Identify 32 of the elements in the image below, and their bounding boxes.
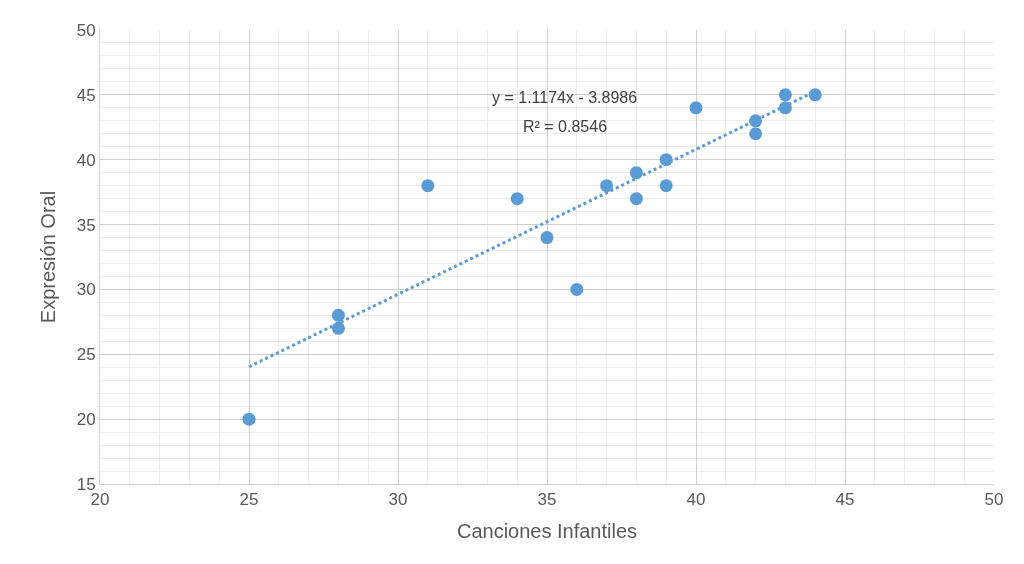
point xyxy=(778,88,792,102)
y-tick-label: 45 xyxy=(76,85,96,105)
x-tick-label: 40 xyxy=(686,490,706,510)
x-tick-label: 25 xyxy=(239,490,259,510)
point xyxy=(689,101,703,115)
y-tick-label: 25 xyxy=(76,345,96,365)
point xyxy=(510,192,524,206)
x-axis-title: Canciones Infantiles xyxy=(456,519,638,542)
point xyxy=(540,231,554,245)
y-tick-label: 20 xyxy=(76,410,96,430)
point xyxy=(659,179,673,193)
point xyxy=(629,166,643,180)
x-tick-label: 50 xyxy=(984,490,1004,510)
x-tick-label: 30 xyxy=(388,490,408,510)
y-tick-label: 30 xyxy=(76,280,96,300)
annotation: R² = 0.8546 xyxy=(523,118,608,135)
point xyxy=(629,192,643,206)
point xyxy=(331,321,345,335)
y-tick-label: 50 xyxy=(76,20,96,40)
point xyxy=(570,282,584,296)
point xyxy=(421,179,435,193)
point xyxy=(242,412,256,426)
annotation: y = 1.1174x - 3.8986 xyxy=(492,89,638,106)
point xyxy=(600,179,614,193)
point xyxy=(749,127,763,141)
y-tick-label: 35 xyxy=(76,215,96,235)
x-tick-label: 45 xyxy=(835,490,855,510)
y-axis-title: Expresión Oral xyxy=(37,190,60,324)
y-tick-label: 40 xyxy=(76,150,96,170)
point xyxy=(808,88,822,102)
point xyxy=(331,308,345,322)
x-tick-label: 35 xyxy=(537,490,557,510)
